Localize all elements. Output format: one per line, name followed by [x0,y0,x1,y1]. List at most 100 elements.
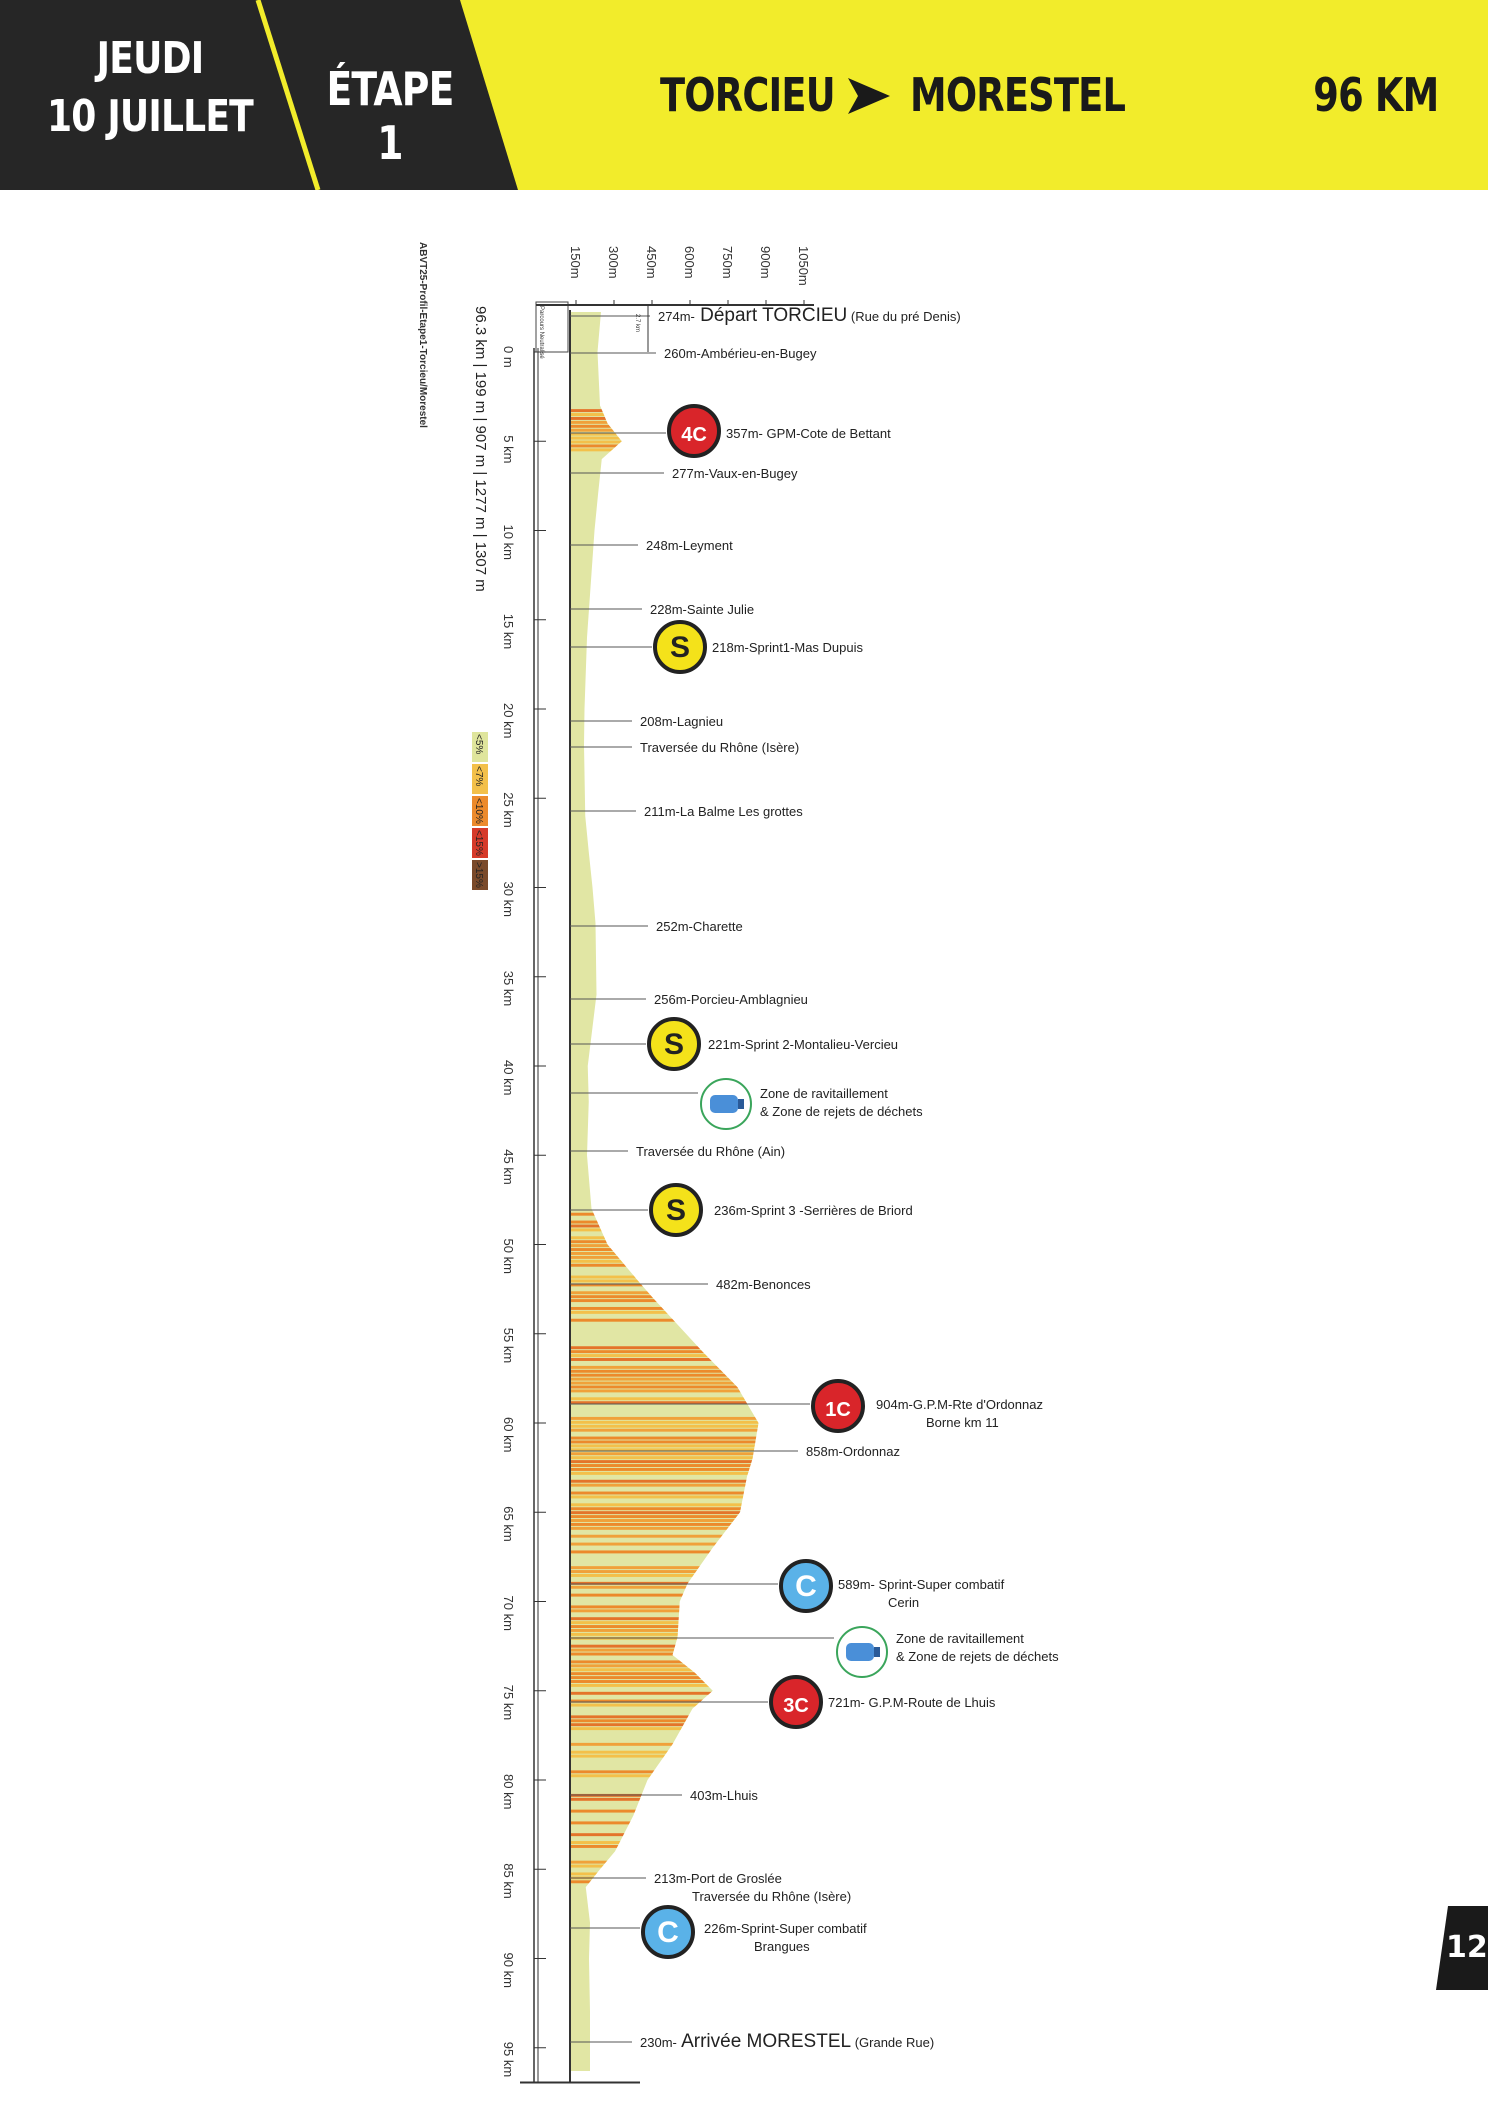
waypoint-label: 277m-Vaux-en-Bugey [672,466,798,481]
waypoint-label: 274m- Départ TORCIEU (Rue du pré Denis) [658,305,961,326]
waypoint: 228m-Sainte Julie [570,602,754,617]
waypoint: 858m-Ordonnaz [570,1444,900,1459]
gradient-stripe [570,1310,759,1314]
gradient-stripe [570,1295,759,1299]
gradient-stripe [570,1346,759,1350]
sprint-icon: S [647,1017,701,1071]
waypoint-label-2: Brangues [754,1939,810,1954]
waypoint-label: Zone de ravitaillement [896,1631,1024,1646]
gradient-stripe [570,1373,759,1377]
gradient-stripe [570,1754,759,1758]
gradient-stripe [570,1354,759,1358]
gradient-stripe [570,1550,759,1554]
waypoint: Zone de ravitaillement & Zone de rejets d… [570,1626,1059,1678]
waypoint-label: 228m-Sainte Julie [650,602,754,617]
gradient-stripe [570,1255,759,1259]
gradient-stripe [570,1244,759,1248]
gradient-stripe [570,1821,759,1825]
gradient-stripe [570,1691,759,1695]
distance-tick-label: 80 km [501,1774,516,1809]
gradient-stripe [570,1632,759,1636]
gradient-stripe [570,1507,759,1511]
gradient-stripe [570,1416,759,1420]
profile-stats: 96.3 km | 199 m | 907 m | 1277 m | 1307 … [472,306,489,592]
gradient-stripe [570,1534,759,1538]
gradient-stripe [570,1699,759,1703]
gradient-stripe [570,1515,759,1519]
gradient-stripe [570,1491,759,1495]
stage-date: JEUDI 10 JUILLET [27,30,273,146]
gradient-stripe [570,1719,759,1723]
distance-tick-label: 65 km [501,1506,516,1541]
gradient-stripe [570,1424,759,1428]
svg-text:2.7 km: 2.7 km [634,314,640,332]
waypoint-badge: C [657,1916,679,1949]
gradient-stripe [570,1263,759,1267]
gradient-stripe [570,1617,759,1621]
distance-tick-label: 10 km [501,525,516,560]
neutral-zone-box [535,301,569,353]
legend-swatch [472,732,488,762]
feed-zone-icon [836,1626,888,1678]
gradient-stripe [570,1652,759,1656]
gradient-stripe [570,1844,759,1848]
gradient-stripe [570,1236,759,1240]
distance-tick-label: 90 km [501,1953,516,1988]
gradient-stripe [570,1774,759,1778]
profile-file-label: ABVT25-Profil-Etape1-Torcieu/Morestel [417,242,428,428]
waypoint-badge: 3C [783,1695,809,1717]
waypoint: Traversée du Rhône (Ain) [570,1144,785,1159]
gradient-stripe [570,1683,759,1687]
waypoint-suffix: (Rue du pré Denis) [847,309,960,324]
gradient-stripe [570,1628,759,1632]
distance-tick-label: 25 km [501,792,516,827]
gradient-stripe [570,1511,759,1515]
gradient-stripe [570,1377,759,1381]
stage-number: ÉTAPE 1 [326,62,454,170]
gradient-stripe [570,1385,759,1389]
neutral-zone-label: Parcours Neutralisé [538,306,544,359]
distance-ticks: 0 m 5 km 10 km 15 km 20 km 25 km 30 km 35 km 40 … [501,346,546,2077]
waypoint: S 221m-Sprint 2-Montalieu-Vercieu [570,1017,898,1071]
stage-start-town: TORCIEU [660,68,836,122]
waypoint: 230m- Arrivée MORESTEL (Grande Rue) [570,2031,934,2052]
distance-tick-label: 30 km [501,882,516,917]
gradient-stripe [570,1389,759,1393]
waypoint-label: Traversée du Rhône (Isère) [640,740,799,755]
waypoint: C 589m- Sprint-Super combatif Cerin [570,1559,1005,1613]
page-number-tab [1436,1906,1488,1990]
header-dark-panel [0,0,518,190]
gpm-3c-icon: 3C [769,1675,823,1729]
gradient-stripe [570,1471,759,1475]
gradient-stripe [570,1428,759,1432]
distance-tick-label: 60 km [501,1417,516,1452]
waypoint-label: 858m-Ordonnaz [806,1444,900,1459]
waypoint-label: 357m- GPM-Cote de Bettant [726,426,891,441]
waypoint: 3C 721m- G.P.M-Route de Lhuis [570,1675,996,1729]
gradient-stripe [570,1248,759,1252]
stage-finish-town: MORESTEL [910,68,1126,122]
sprint-icon: S [653,620,707,674]
gradient-stripe [570,1609,759,1613]
waypoint-label: 904m-G.P.M-Rte d'Ordonnaz [876,1397,1043,1412]
stage-header: JEUDI 10 JUILLET ÉTAPE 1 TORCIEU MORESTE… [0,0,1488,190]
gradient-stripe [570,1381,759,1385]
gradient-stripe [570,1522,759,1526]
waypoint-suffix: (Grande Rue) [851,2035,934,2050]
gradient-stripe [570,1581,759,1585]
gradient-stripe [570,1228,759,1232]
legend-swatch [472,764,488,794]
gradient-stripe [570,1358,759,1361]
waypoint: 208m-Lagnieu [570,714,723,729]
waypoint-label-2: Cerin [888,1595,919,1610]
profile-axes [520,304,814,2084]
gradient-stripe [570,1503,759,1507]
gradient-stripe [570,1299,759,1303]
waypoint-badge: S [664,1028,684,1061]
gradient-stripe [570,1452,759,1456]
waypoint: S 236m-Sprint 3 -Serrières de Briord [570,1183,913,1237]
gradient-stripe [570,1526,759,1530]
waypoint-label: 226m-Sprint-Super combatif [704,1921,867,1936]
waypoint-label: 482m-Benonces [716,1277,811,1292]
waypoint: Zone de ravitaillement & Zone de rejets d… [570,1078,923,1130]
